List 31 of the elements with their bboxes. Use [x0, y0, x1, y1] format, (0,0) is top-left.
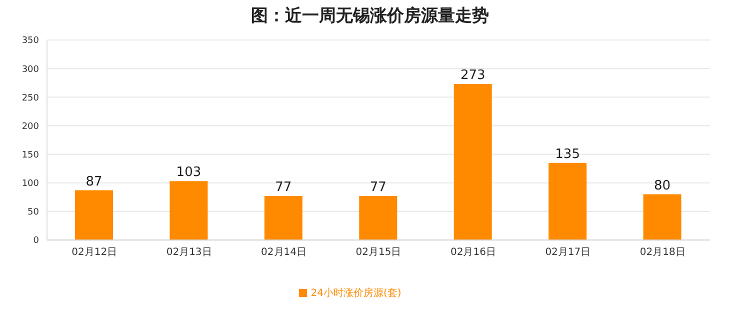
x-tick-label: 02月18日 — [640, 247, 686, 258]
chart-title: 图：近一周无锡涨价房源量走势 — [250, 5, 490, 27]
x-tick-label: 02月14日 — [261, 247, 307, 258]
bar — [548, 162, 587, 240]
data-label: 80 — [654, 178, 671, 194]
y-tick-label: 100 — [22, 179, 40, 190]
bar — [454, 84, 492, 240]
data-label: 77 — [370, 180, 386, 195]
x-tick-label: 02月12日 — [72, 247, 118, 258]
x-tick-label: 02月15日 — [356, 247, 402, 258]
bar — [359, 196, 398, 240]
y-tick-label: 150 — [22, 150, 40, 160]
x-tick-label: 02月16日 — [450, 247, 496, 258]
y-tick-label: 300 — [22, 64, 40, 75]
data-label: 87 — [86, 174, 102, 190]
y-tick-label: 200 — [22, 122, 40, 132]
data-label: 103 — [176, 165, 202, 180]
y-tick-label: 350 — [22, 36, 40, 46]
data-label: 77 — [275, 180, 292, 195]
bar — [264, 196, 302, 240]
bar — [643, 194, 682, 240]
data-label: 273 — [460, 68, 486, 83]
x-tick-label: 02月13日 — [166, 247, 212, 258]
x-tick-label: 02月17日 — [545, 247, 591, 258]
bar — [75, 190, 113, 240]
y-tick-label: 250 — [22, 93, 40, 104]
legend-label: 24小时涨价房源(套) — [310, 288, 402, 299]
data-label: 135 — [555, 146, 580, 162]
y-tick-label: 0 — [33, 236, 40, 246]
y-tick-label: 50 — [28, 208, 40, 218]
bar — [170, 181, 208, 240]
